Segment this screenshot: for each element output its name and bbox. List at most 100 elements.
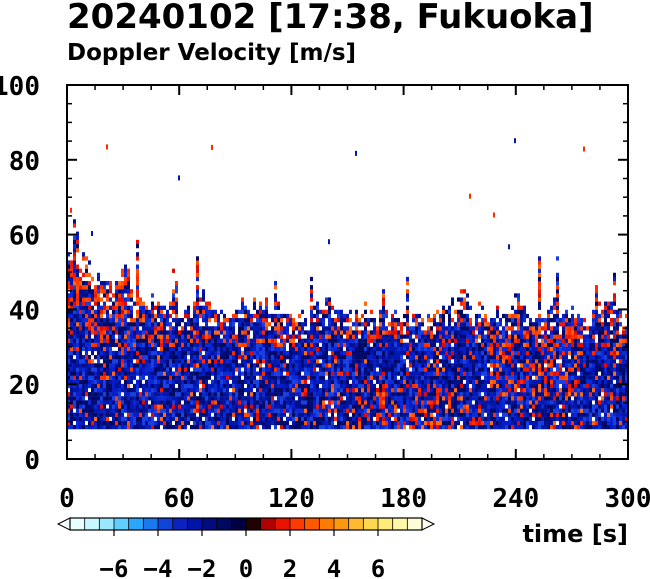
velocity-cell [307, 408, 310, 413]
velocity-cell [424, 379, 427, 385]
velocity-cell [382, 420, 385, 426]
velocity-cell [175, 420, 178, 426]
velocity-cell [235, 338, 238, 343]
velocity-cell [460, 330, 463, 335]
velocity-cell [538, 387, 541, 393]
velocity-cell [322, 322, 325, 327]
velocity-cell [181, 346, 184, 352]
velocity-cell [445, 392, 448, 397]
velocity-cell [574, 404, 577, 409]
velocity-cell [298, 363, 301, 368]
velocity-cell [352, 355, 355, 360]
velocity-cell [337, 424, 340, 430]
velocity-cell [526, 346, 529, 352]
velocity-cell [574, 330, 577, 335]
velocity-cell [514, 420, 517, 426]
velocity-cell [337, 318, 340, 323]
velocity-cell [526, 355, 529, 360]
velocity-cell [244, 400, 247, 405]
velocity-cell [190, 416, 193, 422]
velocity-cell [469, 305, 472, 310]
velocity-cell [115, 367, 118, 372]
velocity-cell [466, 387, 469, 393]
velocity-cell [565, 400, 568, 405]
velocity-cell [130, 313, 133, 319]
velocity-cell [541, 363, 544, 368]
velocity-cell [259, 359, 262, 364]
velocity-cell [487, 400, 490, 405]
velocity-cell [139, 379, 142, 385]
velocity-cell [484, 359, 487, 364]
velocity-cell [295, 359, 298, 364]
velocity-cell [301, 408, 304, 413]
velocity-cell [577, 412, 580, 417]
velocity-cell [511, 313, 514, 319]
velocity-cell [268, 387, 271, 393]
velocity-cell [430, 387, 433, 393]
velocity-cell [355, 379, 358, 385]
velocity-cell [535, 359, 538, 364]
velocity-cell [301, 338, 304, 343]
velocity-cell [76, 396, 79, 401]
velocity-cell [169, 350, 172, 356]
velocity-cell [571, 355, 574, 360]
velocity-cell [463, 408, 466, 413]
velocity-cell [256, 326, 259, 331]
velocity-cell [436, 309, 439, 315]
velocity-cell [559, 363, 562, 368]
velocity-cell [307, 404, 310, 409]
velocity-cell [535, 367, 538, 372]
velocity-cell [289, 400, 292, 405]
velocity-cell [118, 375, 121, 380]
velocity-cell [418, 330, 421, 335]
velocity-cell [262, 383, 265, 389]
velocity-cell [538, 346, 541, 352]
velocity-cell [556, 424, 559, 430]
velocity-cell [451, 392, 454, 397]
velocity-cell [484, 326, 487, 331]
velocity-cell [553, 404, 556, 409]
velocity-cell [208, 305, 211, 310]
velocity-cell [298, 396, 301, 401]
velocity-cell [76, 350, 79, 356]
velocity-cell [424, 416, 427, 422]
velocity-cell [391, 350, 394, 356]
velocity-cell [382, 355, 385, 360]
velocity-cell [520, 371, 523, 376]
velocity-cell [91, 371, 94, 376]
velocity-cell [514, 367, 517, 372]
velocity-cell [418, 322, 421, 327]
velocity-cell [109, 280, 112, 286]
chart-title: 20240102 [17:38, Fukuoka] [67, 0, 594, 37]
velocity-cell [583, 334, 586, 339]
velocity-cell [556, 297, 559, 302]
velocity-cell [148, 363, 151, 368]
velocity-cell [196, 309, 199, 315]
velocity-cell [151, 346, 154, 352]
velocity-cell [469, 322, 472, 327]
velocity-cell [109, 420, 112, 426]
velocity-cell [373, 371, 376, 376]
velocity-cell [427, 412, 430, 417]
velocity-cell [304, 392, 307, 397]
velocity-cell [154, 363, 157, 368]
velocity-cell [484, 334, 487, 339]
velocity-cell [388, 379, 391, 385]
velocity-cell [538, 268, 541, 273]
velocity-cell [502, 404, 505, 409]
velocity-cell [226, 346, 229, 352]
velocity-cell [436, 396, 439, 401]
velocity-cell [151, 412, 154, 417]
velocity-cell [73, 400, 76, 405]
velocity-cell [319, 379, 322, 385]
velocity-cell [364, 338, 367, 343]
velocity-cell [457, 392, 460, 397]
velocity-cell [349, 326, 352, 331]
velocity-cell [532, 363, 535, 368]
velocity-cell [94, 392, 97, 397]
velocity-cell [163, 367, 166, 372]
velocity-cell [355, 387, 358, 393]
velocity-cell [550, 338, 553, 343]
velocity-cell [439, 338, 442, 343]
velocity-cell [574, 355, 577, 360]
